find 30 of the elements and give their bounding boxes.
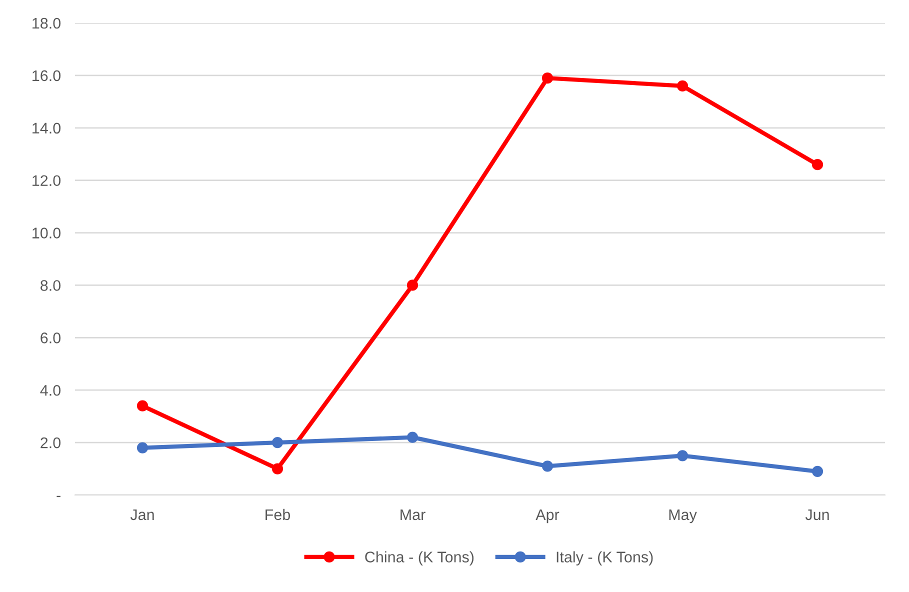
point — [676, 80, 688, 92]
point — [676, 450, 688, 462]
x-tick-label: Mar — [400, 509, 426, 520]
y-tick-label: 14.0 — [32, 122, 61, 134]
point — [272, 437, 284, 448]
x-tick-label: Apr — [536, 509, 560, 524]
y-tick-label: 18.0 — [32, 18, 61, 29]
point — [542, 460, 554, 472]
point — [812, 466, 824, 477]
point — [136, 442, 148, 454]
legend-label: Italy - (K Tons) — [556, 551, 653, 566]
y-tick-label: 6.0 — [40, 332, 61, 344]
y-tick-label: 12.0 — [32, 175, 61, 186]
point — [406, 280, 418, 291]
y-tick-label: 4.0 — [40, 384, 61, 396]
legend-label: China - (K Tons) — [365, 551, 474, 566]
point — [136, 400, 148, 412]
y-tick-label: 2.0 — [40, 437, 61, 448]
point — [542, 72, 554, 84]
point — [812, 159, 824, 170]
y-tick-label: 8.0 — [40, 280, 61, 291]
point — [272, 463, 284, 474]
x-tick-label: Jan — [130, 509, 154, 520]
y-tick-label: 10.0 — [32, 228, 61, 238]
x-tick-label: Jun — [805, 509, 829, 520]
point — [406, 432, 418, 443]
y-tick-label: 16.0 — [32, 70, 61, 82]
x-tick-label: May — [669, 509, 697, 524]
x-tick-label: Feb — [266, 508, 290, 520]
y-tick-label: - — [56, 496, 60, 498]
